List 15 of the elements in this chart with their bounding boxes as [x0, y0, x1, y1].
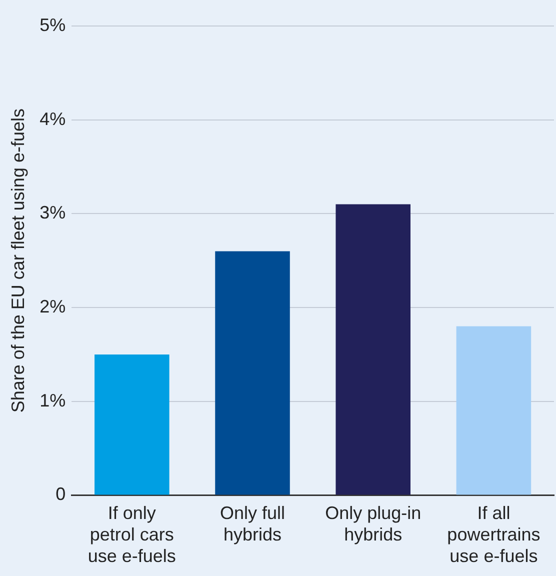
x-tick-label: Only plug-in hybrids [325, 502, 422, 545]
y-axis-title: Share of the EU car fleet using e-fuels [8, 108, 28, 413]
y-tick-label: 0 [56, 484, 66, 504]
x-tick-label: If all powertrains use e-fuels [447, 502, 540, 566]
bar [336, 204, 410, 495]
y-tick-label: 1% [40, 390, 66, 410]
bar [456, 326, 532, 495]
bar [94, 354, 170, 495]
x-tick-label: If only petrol cars use e-fuels [88, 502, 176, 566]
y-tick-label: 4% [40, 108, 66, 129]
bar [215, 251, 290, 495]
y-tick-label: 5% [40, 14, 66, 35]
x-tick-label: Only full hybrids [220, 502, 286, 545]
y-tick-label: 3% [40, 202, 66, 223]
y-tick-label: 2% [40, 296, 66, 316]
